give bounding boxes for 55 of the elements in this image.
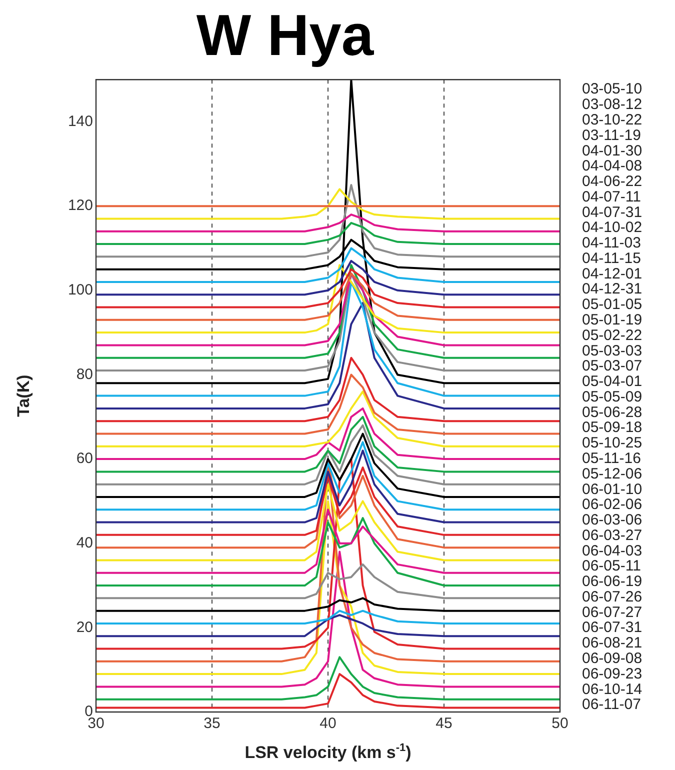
text: 06-10-14	[582, 680, 642, 698]
text: 06-07-27	[582, 604, 642, 621]
text: 06-11-07	[582, 696, 641, 714]
text: 03-10-22	[582, 112, 642, 129]
text: 06-01-10	[582, 480, 642, 498]
text: 04-12-31	[582, 280, 642, 298]
y-tick-label: 40	[76, 534, 93, 552]
chart-title: W Hya	[196, 2, 374, 68]
text: 04-10-02	[582, 219, 642, 236]
x-tick-label: 50	[552, 715, 568, 732]
text: 06-09-23	[582, 665, 642, 682]
x-tick-label: 30	[88, 715, 104, 732]
y-axis-title: Ta(K)	[14, 374, 33, 417]
y-tick-label: 100	[68, 282, 93, 299]
text: 05-03-07	[582, 358, 642, 375]
y-tick-label: 80	[76, 366, 93, 383]
text: 06-05-11	[582, 558, 641, 575]
text: 04-12-01	[582, 265, 642, 282]
text: 04-04-08	[582, 158, 642, 175]
text: 05-02-22	[582, 326, 642, 344]
text: 04-06-22	[582, 173, 642, 190]
text: 05-04-01	[582, 373, 642, 390]
text: 05-01-05	[582, 296, 642, 314]
text: 06-09-08	[582, 650, 642, 667]
text: 05-10-25	[582, 434, 642, 452]
x-tick-label: 35	[204, 715, 220, 732]
text: 03-11-19	[582, 126, 641, 144]
text: 04-11-03	[582, 234, 641, 252]
text: 06-03-27	[582, 526, 642, 544]
y-tick-label: 20	[76, 618, 93, 636]
text: 04-07-31	[582, 204, 642, 221]
text: 04-07-11	[582, 188, 641, 206]
text: 05-05-09	[582, 388, 642, 406]
text: 05-09-18	[582, 419, 642, 436]
text: 05-01-19	[582, 312, 642, 329]
text: 06-08-21	[582, 634, 642, 652]
text: 06-04-03	[582, 542, 642, 560]
x-tick-label: 40	[320, 715, 336, 732]
text: 05-03-03	[582, 342, 642, 360]
text: 05-11-16	[582, 450, 641, 467]
text: 06-06-19	[582, 573, 642, 590]
y-tick-label: 120	[68, 197, 93, 214]
text: 03-05-10	[582, 80, 642, 98]
text: 04-01-30	[582, 142, 642, 160]
text: 06-07-31	[582, 619, 642, 636]
text: 06-07-26	[582, 588, 642, 606]
x-tick-label: 45	[436, 715, 452, 732]
y-tick-label: 60	[76, 450, 93, 468]
text: 04-11-15	[582, 250, 641, 267]
y-tick-label: 140	[68, 112, 93, 130]
text: 06-02-06	[582, 496, 642, 514]
text: 06-03-06	[582, 512, 642, 529]
text: 05-12-06	[582, 465, 642, 482]
text: 05-06-28	[582, 404, 642, 421]
text: 03-08-12	[582, 96, 642, 114]
